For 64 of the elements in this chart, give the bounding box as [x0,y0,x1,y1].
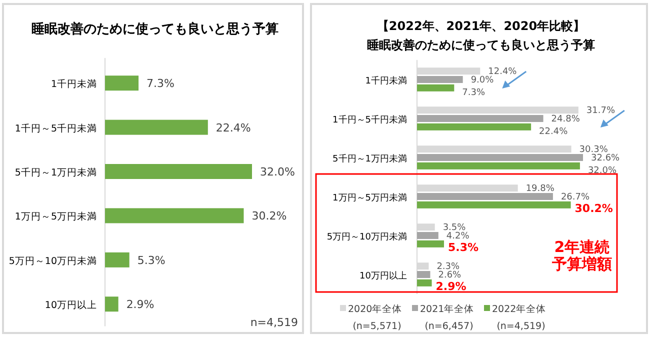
y-tick-label: 1万円～5万円未満 [14,210,97,223]
bar [417,232,438,239]
data-label: 22.4% [539,126,568,137]
bar [417,271,430,278]
y-tick-label: 1千円～5千円未満 [14,122,97,134]
data-label: 7.3% [146,77,174,90]
data-label: 7.3% [462,88,486,98]
data-label: 30.2% [574,202,613,215]
y-tick-label: 5千円～1万円未満 [14,166,97,178]
data-label: 30.3% [579,145,608,156]
y-tick-label: 5千円～1万円未満 [332,154,407,164]
annotation: n=4,519 [250,316,298,329]
y-tick-label: 10万円以上 [360,270,407,282]
bar [417,84,454,92]
data-label: 4.2% [446,232,470,242]
y-tick-label: 5万円～10万円未満 [326,232,407,242]
chart-title: 【2022年、2021年、2020年比較】 [376,19,586,33]
data-label: 5.3% [448,240,479,254]
y-tick-label: 10万円以上 [44,299,97,312]
bar [417,154,583,161]
bar [105,164,252,179]
legend-label: 2020年全体 [348,303,402,315]
chart-title: 睡眠改善のために使っても良いと思う予算 [32,21,278,37]
chart-subtitle: 睡眠改善のために使っても良いと思う予算 [367,38,595,52]
legend-label: 2022年全体 [492,303,546,315]
bar [105,76,139,91]
y-tick-label: 1千円未満 [50,78,97,90]
data-label: 2.9% [436,280,466,293]
bar [417,240,444,248]
text: (n=6,457) [424,321,474,332]
data-label: 22.4% [216,121,251,134]
bar [417,115,544,122]
data-label: 19.8% [526,184,555,194]
bar [417,76,463,83]
text: (n=4,519) [496,321,546,332]
bar [105,120,208,135]
bar [105,296,118,312]
data-label: 30.2% [252,210,287,223]
text: (n=5,571) [352,321,402,332]
data-label: 32.6% [591,154,620,164]
y-tick-label: 1千円未満 [365,76,407,86]
bar [417,201,571,208]
y-tick-label: 1万円～5万円未満 [332,192,407,204]
bar [417,162,580,170]
data-label: 5.3% [137,254,166,267]
data-label: 31.7% [586,106,616,116]
y-tick-label: 1千円～5千円未満 [332,114,407,126]
bar [417,123,532,130]
data-label: 32.0% [260,166,295,178]
data-label: 26.7% [560,192,590,202]
y-tick-label: 5万円～10万円未満 [8,254,97,267]
bar [105,208,244,224]
legend-label: 2021年全体 [420,303,474,315]
data-label: 24.8% [551,114,580,124]
data-label: 2.9% [126,298,154,312]
data-label: 12.4% [488,67,518,78]
bar [417,193,553,200]
bar [417,279,432,286]
annotation: 2年連続予算増額 [551,238,613,274]
data-label: 3.5% [442,223,466,234]
data-label: 2.3% [436,262,460,272]
bar [105,252,130,268]
data-label: 2.6% [438,270,462,280]
data-label: 9.0% [470,76,494,86]
